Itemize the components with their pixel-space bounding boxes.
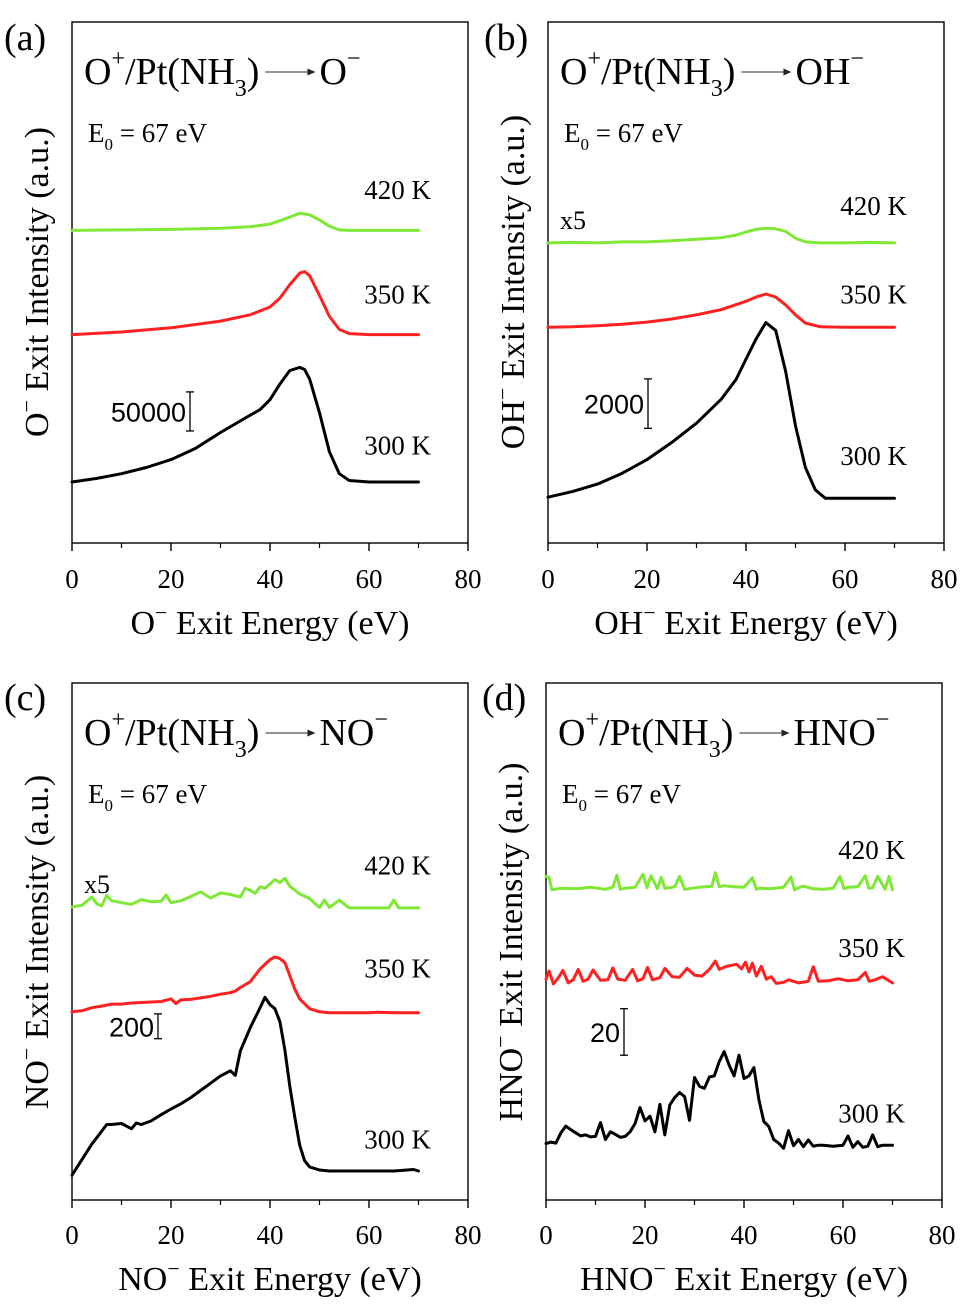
x-tick-label: 20 [632, 1220, 659, 1250]
scale-bar-label: 2000 [584, 390, 644, 420]
beam-energy-annotation: E0 = 67 eV [564, 118, 683, 154]
x-tick-label: 0 [541, 564, 555, 594]
arrow-head-icon [307, 68, 316, 76]
series-line-300k [70, 995, 420, 1177]
reaction-title: O+/Pt(NH3) [84, 707, 259, 763]
x-tick-label: 20 [634, 564, 661, 594]
series-line-350k [546, 292, 896, 329]
x-tick-label: 40 [257, 564, 284, 594]
panel-a: (a) 0 20 40 60 80 O− Exit Energy (eV) O− Exit I… [4, 17, 482, 642]
panel-label: (b) [484, 17, 528, 59]
x-tick-label: 40 [733, 564, 760, 594]
reaction-product: NO− [319, 707, 387, 754]
reaction-title: O+/Pt(NH3) [560, 46, 735, 102]
series-label: 420 K [840, 191, 907, 221]
reaction-title: O+/Pt(NH3) [84, 46, 259, 102]
series-line-300k [70, 365, 420, 484]
x-axis-label: HNO− Exit Energy (eV) [580, 1256, 908, 1298]
x-tick-label: 80 [929, 1220, 956, 1250]
panel-d: (d) 0 20 40 60 80 HNO− Exit Energy (eV) HNO− Ex… [482, 677, 956, 1298]
reaction-product: O− [319, 46, 360, 93]
series-label: 350 K [840, 279, 907, 309]
series-label: 300 K [364, 1124, 431, 1154]
scale-bar-label: 50000 [111, 397, 186, 427]
x-tick-label: 40 [257, 1220, 284, 1250]
reaction-product: OH− [795, 46, 863, 93]
series-line-420k [70, 211, 420, 232]
x-axis-label: O− Exit Energy (eV) [130, 600, 409, 642]
x-axis-label: OH− Exit Energy (eV) [594, 600, 898, 642]
series-line-350k [544, 959, 894, 986]
series-line-420k [544, 871, 894, 892]
series-label: 300 K [840, 441, 907, 471]
x-tick-label: 0 [65, 1220, 79, 1250]
x-axis-label: NO− Exit Energy (eV) [118, 1256, 422, 1298]
x-tick-label: 40 [731, 1220, 758, 1250]
scale-bar-label: 20 [590, 1018, 620, 1048]
x-tick-label: 20 [158, 1220, 185, 1250]
series-label: 300 K [364, 430, 431, 460]
x-tick-label: 80 [455, 1220, 482, 1250]
reaction-product: HNO− [793, 707, 889, 754]
x-tick-label: 60 [832, 564, 859, 594]
series-line-350k [70, 955, 420, 1015]
beam-energy-annotation: E0 = 67 eV [562, 779, 681, 815]
series-line-420k [70, 876, 420, 910]
arrow-head-icon [307, 729, 316, 737]
series-label: 420 K [838, 835, 905, 865]
panel-label: (d) [482, 677, 526, 719]
panel-label: (c) [4, 677, 46, 719]
multiplier-label: x5 [84, 870, 110, 899]
y-axis-label: OH− Exit Intensity (a.u.) [490, 115, 532, 449]
y-axis-label: O− Exit Intensity (a.u.) [14, 127, 56, 437]
series-line-420k [546, 226, 896, 245]
x-tick-label: 0 [539, 1220, 553, 1250]
panel-c: (c) 0 20 40 60 80 NO− Exit Energy (eV) NO− Exit… [4, 677, 482, 1298]
series-line-350k [70, 270, 420, 337]
x-tick-label: 60 [830, 1220, 857, 1250]
x-tick-label: 20 [158, 564, 185, 594]
series-label: 350 K [364, 279, 431, 309]
x-tick-label: 60 [356, 1220, 383, 1250]
series-label: 420 K [364, 850, 431, 880]
series-line-300k [544, 1050, 894, 1150]
beam-energy-annotation: E0 = 67 eV [88, 779, 207, 815]
y-axis-label: HNO− Exit Intensity (a.u.) [488, 763, 530, 1122]
arrow-head-icon [781, 729, 790, 737]
series-label: 350 K [838, 933, 905, 963]
scale-bar-label: 200 [109, 1012, 154, 1042]
x-tick-label: 80 [455, 564, 482, 594]
panel-label: (a) [4, 17, 46, 59]
multiplier-label: x5 [560, 206, 586, 235]
plot-frame [71, 682, 469, 1201]
y-axis-label: NO− Exit Intensity (a.u.) [14, 775, 56, 1109]
arrow-head-icon [783, 68, 792, 76]
x-tick-label: 80 [931, 564, 958, 594]
series-label: 350 K [364, 954, 431, 984]
series-line-300k [546, 321, 896, 500]
series-label: 300 K [838, 1098, 905, 1128]
reaction-title: O+/Pt(NH3) [558, 707, 733, 763]
x-tick-label: 0 [65, 564, 79, 594]
beam-energy-annotation: E0 = 67 eV [88, 118, 207, 154]
series-label: 420 K [364, 175, 431, 205]
panel-b: (b) 0 20 40 60 80 OH− Exit Energy (eV) OH− Exit… [484, 17, 958, 642]
x-tick-label: 60 [356, 564, 383, 594]
